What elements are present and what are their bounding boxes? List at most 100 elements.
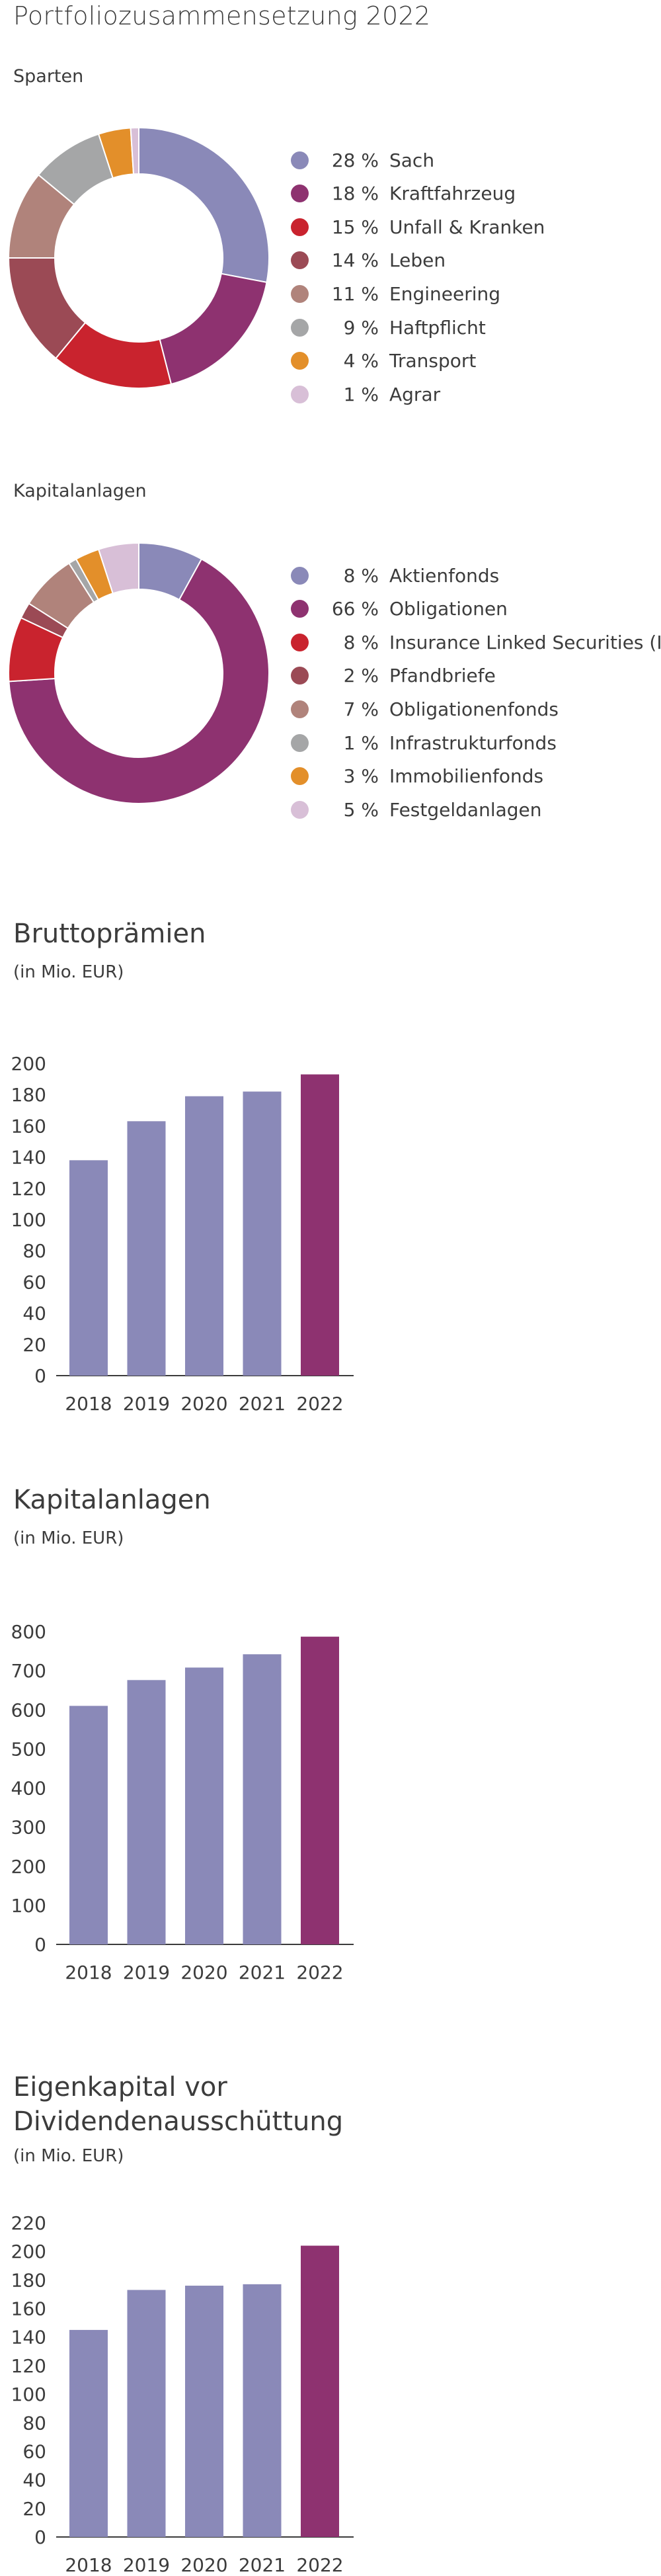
legend-percent: 7 % — [343, 698, 379, 720]
y-tick-label: 200 — [11, 1856, 46, 1878]
x-tick-label: 2021 — [239, 2554, 286, 2576]
y-tick-label: 0 — [34, 2526, 46, 2548]
legend-swatch — [291, 800, 309, 819]
legend-swatch — [291, 767, 309, 786]
legend-swatch — [291, 385, 309, 403]
legend-percent: 2 % — [343, 665, 379, 687]
legend-item-immobilienfonds: 3 % Immobilienfonds — [291, 760, 543, 793]
legend-label: Kraftfahrzeug — [389, 183, 516, 205]
y-tick-label: 0 — [34, 1934, 46, 1956]
y-tick-label: 40 — [22, 1303, 46, 1325]
legend-item-agrar: 1 % Agrar — [291, 378, 440, 411]
x-tick-label: 2022 — [296, 1393, 343, 1415]
x-tick-label: 2018 — [65, 1393, 112, 1415]
y-tick-label: 20 — [22, 2498, 46, 2520]
bar-2018 — [69, 2329, 108, 2537]
donut-slice-kraftfahrzeug — [159, 272, 268, 386]
legend-item-engineering: 11 % Engineering — [291, 277, 500, 310]
legend-item-pfandbriefe: 2 % Pfandbriefe — [291, 659, 496, 692]
y-tick-label: 120 — [11, 2355, 46, 2377]
x-tick-label: 2021 — [239, 1962, 286, 1983]
page-title: Portfoliozusammensetzung 2022 — [13, 1, 431, 30]
bar-2018 — [69, 1706, 108, 1944]
legend-swatch — [291, 251, 309, 270]
bar-2019 — [127, 2290, 166, 2537]
x-tick-label: 2019 — [123, 1393, 170, 1415]
x-tick-label: 2020 — [180, 1393, 227, 1415]
legend-swatch — [291, 318, 309, 337]
legend-item-kraftfahrzeug: 18 % Kraftfahrzeug — [291, 177, 516, 210]
bar-2022 — [301, 2245, 339, 2537]
y-tick-label: 80 — [22, 2412, 46, 2434]
y-tick-label: 180 — [11, 1084, 46, 1106]
legend-item-leben: 14 % Leben — [291, 244, 446, 277]
legend-percent: 28 % — [331, 149, 379, 171]
legend-percent: 8 % — [343, 564, 379, 587]
y-tick-label: 0 — [34, 1365, 46, 1387]
legend-swatch — [291, 151, 309, 169]
legend-label: Pfandbriefe — [389, 665, 496, 687]
legend-swatch — [291, 600, 309, 618]
eigenkapital-unit: (in Mio. EUR) — [13, 2146, 124, 2166]
legend-item-sach: 28 % Sach — [291, 144, 434, 177]
legend-item-aktienfonds: 8 % Aktienfonds — [291, 559, 499, 592]
y-tick-label: 80 — [22, 1240, 46, 1262]
eigenkapital-bar-chart: 0 20 40 60 80 100 120 140 160 180 200 220 2018 2019 20… — [11, 2212, 354, 2576]
y-tick-label: 500 — [11, 1738, 46, 1760]
legend-item-obligationen: 66 % Obligationen — [291, 593, 508, 626]
bar-2021 — [243, 1654, 282, 1944]
y-tick-label: 100 — [11, 1895, 46, 1917]
legend-item-unfall-kranken: 15 % Unfall & Kranken — [291, 210, 545, 243]
bar-2021 — [243, 1091, 282, 1376]
legend-percent: 4 % — [343, 350, 379, 372]
legend-label: Immobilienfonds — [389, 765, 544, 788]
legend-percent: 5 % — [343, 798, 379, 821]
legend-percent: 3 % — [343, 765, 379, 788]
legend-percent: 15 % — [331, 216, 379, 238]
x-tick-label: 2021 — [239, 1393, 286, 1415]
y-tick-label: 140 — [11, 1147, 46, 1169]
legend-label: Transport — [389, 350, 477, 372]
legend-percent: 66 % — [331, 598, 379, 620]
legend-label: Haftpflicht — [389, 316, 486, 339]
legend-label: Infrastrukturfonds — [389, 731, 557, 754]
y-tick-label: 300 — [11, 1817, 46, 1839]
y-tick-label: 100 — [11, 1209, 46, 1231]
legend-percent: 9 % — [343, 316, 379, 339]
legend-swatch — [291, 566, 309, 585]
kapitalanlagen-subtitle: Kapitalanlagen — [13, 481, 147, 501]
y-tick-label: 60 — [22, 2440, 46, 2462]
kapitalanlagen-bar-unit: (in Mio. EUR) — [13, 1528, 124, 1548]
y-tick-label: 60 — [22, 1271, 46, 1293]
bar-2022 — [301, 1074, 339, 1376]
legend-swatch — [291, 667, 309, 685]
legend-percent: 11 % — [331, 282, 379, 305]
legend-label: Aktienfonds — [389, 564, 500, 587]
legend-label: Festgeldanlagen — [389, 798, 542, 821]
legend-swatch — [291, 352, 309, 370]
x-tick-label: 2019 — [123, 1962, 170, 1983]
legend-percent: 14 % — [331, 249, 379, 272]
y-tick-label: 160 — [11, 2298, 46, 2320]
y-tick-label: 40 — [22, 2470, 46, 2491]
sparten-legend: 28 % Sach 18 % Kraftfahrzeug 15 % Unfall & Kr… — [291, 144, 661, 408]
bar-2020 — [185, 1096, 223, 1376]
y-tick-label: 20 — [22, 1334, 46, 1356]
legend-percent: 8 % — [343, 631, 379, 653]
y-tick-label: 220 — [11, 2212, 46, 2234]
legend-label: Leben — [389, 249, 446, 272]
kapitalanlagen-donut-chart — [8, 542, 270, 804]
y-tick-label: 200 — [11, 2241, 46, 2263]
y-tick-label: 140 — [11, 2327, 46, 2348]
sparten-subtitle: Sparten — [13, 66, 84, 87]
kapitalanlagen-bar-chart: 0 100 200 300 400 500 600 700 800 2018 2019 2020 202… — [11, 1621, 354, 1983]
donut-slice-agrar — [130, 126, 139, 175]
bar-2018 — [69, 1160, 108, 1376]
legend-swatch — [291, 633, 309, 651]
legend-swatch — [291, 218, 309, 236]
x-tick-label: 2018 — [65, 1962, 112, 1983]
y-tick-label: 180 — [11, 2269, 46, 2291]
legend-swatch — [291, 700, 309, 718]
legend-label: Agrar — [389, 383, 441, 405]
bar-2019 — [127, 1121, 166, 1376]
